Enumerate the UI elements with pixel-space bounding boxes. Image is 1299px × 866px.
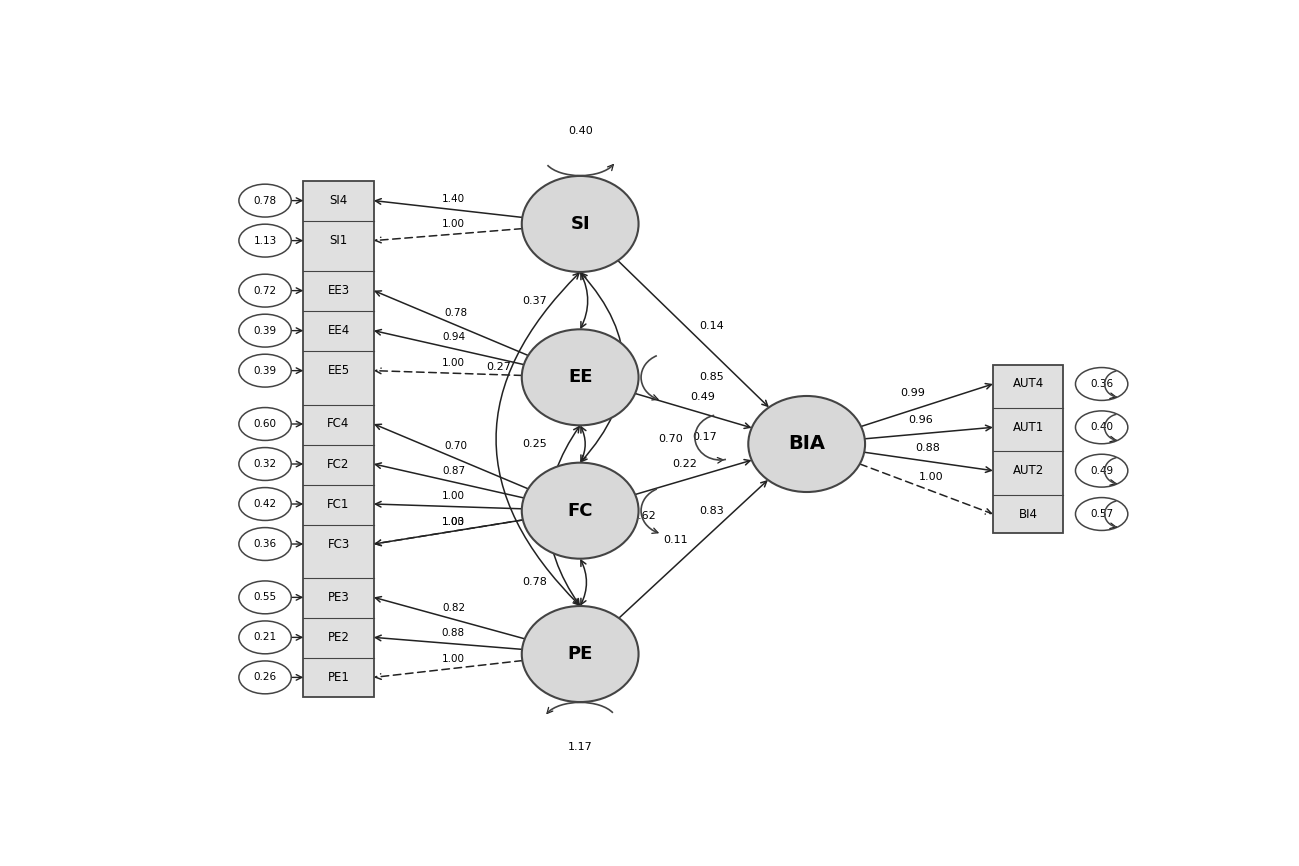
Text: 0.36: 0.36 [253, 539, 277, 549]
Text: 1.00: 1.00 [442, 358, 464, 368]
Text: 0.72: 0.72 [253, 286, 277, 295]
Ellipse shape [522, 606, 639, 702]
Text: 0.36: 0.36 [1090, 379, 1113, 389]
Ellipse shape [239, 527, 291, 560]
Text: AUT1: AUT1 [1012, 421, 1044, 434]
Text: 1.00: 1.00 [442, 491, 464, 501]
Text: AUT4: AUT4 [1012, 378, 1044, 391]
Text: PE3: PE3 [327, 591, 349, 604]
Ellipse shape [239, 314, 291, 347]
Text: 0.32: 0.32 [253, 459, 277, 469]
Text: 0.78: 0.78 [253, 196, 277, 205]
Text: FC1: FC1 [327, 497, 349, 511]
Text: PE: PE [568, 645, 592, 663]
Text: 0.40: 0.40 [568, 126, 592, 136]
Text: 0.82: 0.82 [443, 603, 466, 613]
Text: FC4: FC4 [327, 417, 349, 430]
Text: 1.00: 1.00 [442, 517, 465, 527]
Text: EE: EE [568, 368, 592, 386]
Text: SI: SI [570, 215, 590, 233]
Text: 0.94: 0.94 [442, 333, 465, 342]
Text: FC: FC [568, 501, 592, 520]
Bar [992, 365, 1064, 533]
Text: AUT2: AUT2 [1012, 464, 1044, 477]
Text: 1.00: 1.00 [442, 219, 465, 229]
Ellipse shape [522, 329, 639, 425]
Text: 0.85: 0.85 [699, 372, 724, 382]
Text: 0.70: 0.70 [659, 434, 683, 444]
Ellipse shape [239, 354, 291, 387]
Text: 0.60: 0.60 [253, 419, 277, 429]
Text: 0.49: 0.49 [690, 392, 714, 402]
Text: FC3: FC3 [327, 538, 349, 551]
Text: 0.99: 0.99 [900, 388, 926, 398]
Ellipse shape [239, 448, 291, 481]
Ellipse shape [1076, 455, 1128, 487]
Text: SI1: SI1 [330, 234, 348, 247]
Text: SI4: SI4 [330, 194, 348, 207]
Text: 0.37: 0.37 [522, 295, 547, 306]
Ellipse shape [522, 176, 639, 272]
Text: 0.27: 0.27 [486, 362, 511, 372]
Text: BIA: BIA [788, 435, 825, 454]
Text: 0.88: 0.88 [442, 628, 465, 638]
Text: 0.40: 0.40 [1090, 423, 1113, 432]
Text: 0.42: 0.42 [253, 499, 277, 509]
Text: BI4: BI4 [1018, 507, 1038, 520]
Text: PE2: PE2 [327, 630, 349, 644]
Ellipse shape [239, 224, 291, 257]
Text: 0.17: 0.17 [692, 432, 717, 443]
Text: 0.49: 0.49 [1090, 466, 1113, 475]
Ellipse shape [1076, 498, 1128, 531]
Text: 0.78: 0.78 [444, 307, 468, 318]
Text: 1.40: 1.40 [442, 194, 465, 204]
Ellipse shape [748, 396, 865, 492]
Bar [304, 181, 374, 697]
Ellipse shape [522, 462, 639, 559]
Text: 0.39: 0.39 [253, 326, 277, 336]
Ellipse shape [239, 661, 291, 694]
Text: 1.00: 1.00 [918, 472, 943, 482]
Text: FC2: FC2 [327, 457, 349, 470]
Text: 0.25: 0.25 [522, 439, 547, 449]
Text: 0.87: 0.87 [442, 466, 465, 475]
Ellipse shape [239, 581, 291, 614]
Text: 0.21: 0.21 [253, 632, 277, 643]
Text: 0.62: 0.62 [631, 511, 656, 520]
Text: 0.70: 0.70 [444, 441, 468, 451]
Text: EE4: EE4 [327, 324, 349, 337]
Text: 0.57: 0.57 [1090, 509, 1113, 519]
Text: 0.78: 0.78 [522, 578, 547, 587]
Text: 0.14: 0.14 [699, 320, 724, 331]
Text: 0.96: 0.96 [909, 415, 934, 425]
Ellipse shape [1076, 367, 1128, 400]
Ellipse shape [1076, 410, 1128, 443]
Text: 0.11: 0.11 [662, 535, 687, 546]
Text: EE3: EE3 [327, 284, 349, 297]
Text: 0.22: 0.22 [672, 459, 696, 469]
Ellipse shape [239, 408, 291, 441]
Ellipse shape [239, 488, 291, 520]
Ellipse shape [239, 184, 291, 217]
Text: 1.00: 1.00 [442, 654, 465, 663]
Text: 0.88: 0.88 [916, 443, 940, 454]
Text: 0.26: 0.26 [253, 672, 277, 682]
Text: EE5: EE5 [327, 364, 349, 378]
Text: 1.03: 1.03 [442, 517, 465, 527]
Text: 0.55: 0.55 [253, 592, 277, 603]
Ellipse shape [239, 621, 291, 654]
Ellipse shape [239, 275, 291, 307]
Text: 1.13: 1.13 [253, 236, 277, 246]
Text: 1.17: 1.17 [568, 742, 592, 752]
Text: PE1: PE1 [327, 671, 349, 684]
Text: 0.39: 0.39 [253, 365, 277, 376]
Text: 0.83: 0.83 [699, 506, 724, 515]
